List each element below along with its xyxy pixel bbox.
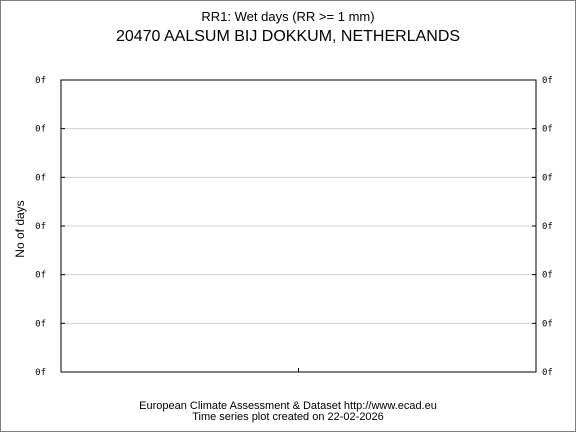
y-tick-label-left: 0f: [35, 368, 46, 378]
y-tick-label-right: 0f: [542, 173, 553, 183]
footer-created: Time series plot created on 22-02-2026: [192, 411, 384, 423]
y-tick-label-left: 0f: [35, 173, 46, 183]
y-tick-label-left: 0f: [35, 76, 46, 86]
y-tick-label-right: 0f: [542, 222, 553, 232]
y-tick-label-right: 0f: [542, 368, 553, 378]
footer-source: European Climate Assessment & Dataset ht…: [139, 400, 437, 412]
y-tick-label-left: 0f: [35, 319, 46, 329]
y-tick-label-right: 0f: [542, 271, 553, 281]
y-tick-label-left: 0f: [35, 271, 46, 281]
y-tick-label-right: 0f: [542, 319, 553, 329]
chart-subtitle: 20470 AALSUM BIJ DOKKUM, NETHERLANDS: [115, 28, 461, 45]
y-tick-label-right: 0f: [542, 76, 553, 86]
y-tick-label-right: 0f: [542, 125, 553, 135]
chart-title: RR1: Wet days (RR >= 1 mm): [201, 9, 375, 24]
y-tick-label-left: 0f: [35, 125, 46, 135]
y-tick-label-left: 0f: [35, 222, 46, 232]
